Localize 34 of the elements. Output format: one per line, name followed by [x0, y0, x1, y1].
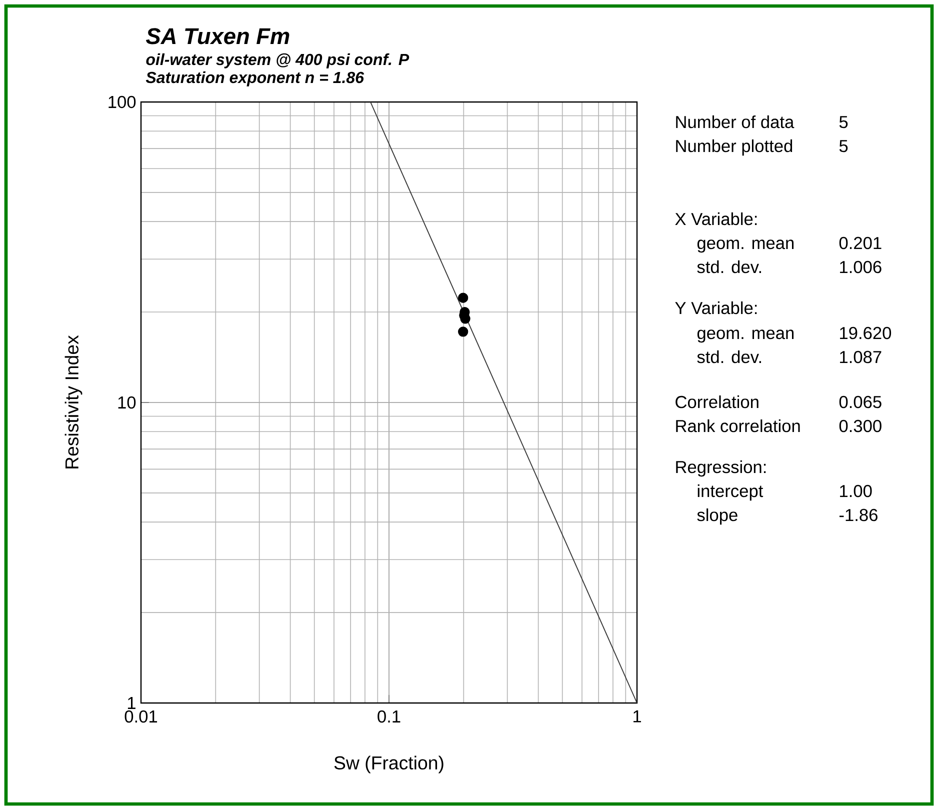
y-tick-label: 1	[128, 697, 136, 709]
text: geom. mean	[697, 330, 794, 343]
text: Y Variable:	[675, 301, 757, 314]
text: 1.006	[840, 260, 882, 274]
text: X Variable:	[675, 212, 757, 226]
text: Number plotted	[676, 139, 792, 156]
text: 0.300	[839, 420, 882, 432]
chart-subtitle: oil-water system @ 400 psi conf. P	[146, 53, 410, 68]
text: Regression:	[676, 460, 766, 477]
y-tick-label: 100	[108, 96, 136, 108]
text: intercept	[698, 484, 764, 501]
text: std. dev.	[697, 350, 761, 364]
text: Rank correlation	[676, 419, 800, 432]
x-tick-label: 0.01	[124, 710, 158, 723]
text: 0.201	[839, 236, 882, 250]
text: 1.087	[840, 350, 882, 364]
text: 19.620	[840, 326, 892, 340]
y-tick-label: 10	[118, 396, 136, 409]
text: slope	[697, 508, 738, 525]
text: std. dev.	[697, 260, 761, 274]
y-axis-title: Resistivity Index	[64, 335, 82, 468]
text: 5	[839, 116, 848, 128]
x-axis-title: Sw (Fraction)	[334, 756, 444, 774]
text: Saturation exponent n = 1.86	[146, 71, 364, 86]
text: geom. mean	[697, 240, 794, 253]
text: Correlation	[676, 395, 758, 408]
text: 0.065	[839, 396, 882, 408]
x-tick-label: 0.1	[378, 710, 400, 723]
text: Number of data	[676, 115, 794, 128]
text: 1.00	[840, 484, 872, 498]
text: -1.86	[839, 508, 878, 522]
chart-title: SA Tuxen Fm	[146, 28, 290, 44]
text: 5	[839, 140, 848, 152]
x-tick-label: 1	[634, 710, 641, 722]
